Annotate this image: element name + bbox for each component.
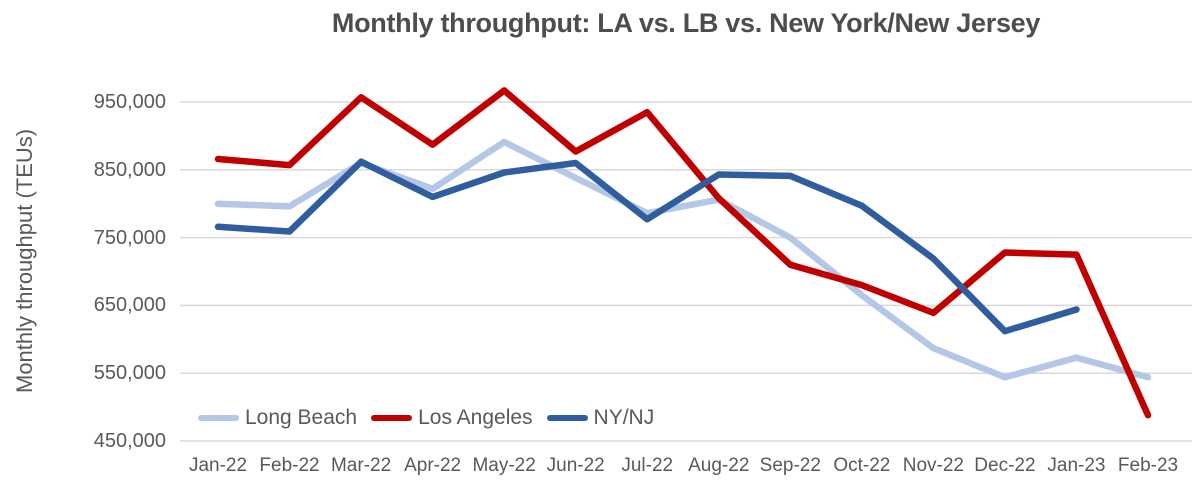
x-tick-label: Nov-22 <box>902 455 964 476</box>
legend-label: NY/NJ <box>593 406 655 429</box>
x-tick-label: Oct-22 <box>833 455 891 476</box>
x-tick-label: Jun-22 <box>546 455 605 476</box>
x-tick-label: Jan-22 <box>188 455 248 476</box>
x-tick-label: Aug-22 <box>688 455 750 476</box>
x-tick-label: Feb-22 <box>259 455 320 476</box>
y-tick-label: 850,000 <box>93 158 166 181</box>
y-tick-label: 950,000 <box>93 91 166 113</box>
legend-swatch <box>546 415 588 421</box>
y-tick-label: 750,000 <box>93 226 166 249</box>
series-line-los-angeles <box>214 87 1152 419</box>
legend-swatch <box>371 415 413 421</box>
x-tick-label: Feb-23 <box>1117 455 1179 476</box>
legend-item-ny-nj: NY/NJ <box>546 406 655 430</box>
x-tick-label: Dec-22 <box>974 455 1036 476</box>
x-tick-label: Jan-23 <box>1047 455 1106 476</box>
legend-item-los-angeles: Los Angeles <box>371 406 533 430</box>
chart-title: Monthly throughput: LA vs. LB vs. New Yo… <box>331 8 1041 38</box>
series-line-long-beach <box>214 138 1152 381</box>
y-tick-label: 650,000 <box>93 294 166 317</box>
legend-label: Long Beach <box>245 406 358 429</box>
series-line-ny-nj <box>214 158 1080 335</box>
y-tick-label: 550,000 <box>93 362 166 385</box>
x-tick-label: Mar-22 <box>330 455 392 476</box>
x-tick-label: Apr-22 <box>404 455 462 476</box>
legend: Long Beach Los Angeles NY/NJ <box>198 404 654 432</box>
legend-label: Los Angeles <box>418 406 533 429</box>
legend-swatch <box>198 415 239 421</box>
x-tick-label: Sep-22 <box>759 455 821 476</box>
y-tick-label: 450,000 <box>93 430 166 452</box>
x-tick-label: Jul-22 <box>621 455 674 476</box>
legend-item-long-beach: Long Beach <box>198 406 357 430</box>
x-tick-label: May-22 <box>472 455 536 476</box>
